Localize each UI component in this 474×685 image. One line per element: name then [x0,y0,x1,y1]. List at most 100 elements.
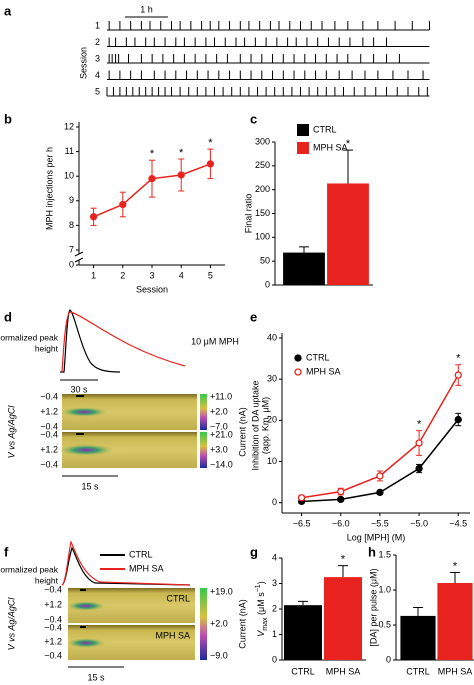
ylabel: V vs Ag/AgCl [6,405,16,459]
scale-label: 30 s [70,384,88,394]
x-tick-label: MPH SA [438,666,473,676]
bar [400,615,436,660]
legend-label: CTRL [306,352,330,362]
y-tick-label: 8 [69,220,74,230]
y-axis-label-part: −1 [255,584,262,592]
heatmap-name: MPH SA [155,630,190,640]
legend-label: CTRL [129,549,153,559]
scale-label: 1 h [140,4,153,14]
marker [337,495,345,504]
y-tick-label: 0 [272,654,277,664]
colorbar-label: +3.0 [210,444,228,454]
trace-mph [61,540,191,586]
trace-ylabel: Normalized peak [0,564,59,574]
scale-label: 15 s [87,672,105,682]
voltage-label: −0.4 [40,429,58,439]
y-axis-label-part: max [262,617,269,631]
voltage-label: −0.4 [44,584,62,594]
y-axis-label: Vmax (μM s−1) [255,581,269,636]
y-tick-label: 0 [265,279,270,289]
voltage-label: +1.2 [40,406,58,416]
y-tick-label: 12 [64,121,74,131]
voltage-label: −0.4 [44,614,62,624]
bar [437,583,473,660]
marker [454,415,462,424]
legend-label: CTRL [313,124,337,134]
x-tick-label: −6.5 [293,518,311,528]
stim-mark [76,395,84,397]
marker [297,494,306,502]
trace-ctrl [61,546,191,586]
axis-break [74,257,84,263]
marker [337,487,345,496]
y-tick-label: 1.5 [378,549,391,559]
y-axis-label-part: ) [256,581,266,584]
heatmap-blob [66,601,106,611]
voltage-label: −0.4 [44,650,62,660]
marker [376,488,384,497]
trace-mph [61,311,186,373]
y-tick-label: 4 [272,552,277,562]
marker [415,439,423,447]
heatmap-blob [60,407,108,417]
y-axis-label: MPH injections per h [44,147,54,230]
y-tick-label: 0.5 [378,619,391,629]
panel-letter: b [4,111,12,126]
trace-annotation: 10 μM MPH [191,336,239,346]
y-tick-label: 30 [267,374,277,384]
heatmap-blob [66,638,106,648]
voltage-label: +1.2 [40,444,58,454]
heatmap: −0.4 +1.2 −0.4 +11.0 +2.0 −7.0 [40,391,232,431]
y-tick-label: 10 [64,171,74,181]
significance: * [346,138,351,150]
y-axis-label: (app. Km, μM) [260,397,270,454]
colorbar-label: −9.0 [210,650,228,660]
marker [148,175,156,183]
significance: * [417,419,422,431]
legend-label: MPH SA [306,366,341,376]
significance: * [456,353,461,365]
y-tick-label: 1.0 [378,584,391,594]
session-label: 1 [95,20,100,30]
marker [119,200,127,209]
significance: * [208,137,213,149]
panel-letter: c [250,111,257,126]
stim-mark [76,433,84,435]
voltage-label: +1.2 [44,599,62,609]
legend-swatch [297,124,309,136]
stim-mark [80,626,86,628]
y-axis-label-part: (μM s [256,592,266,618]
voltage-label: +1.2 [44,636,62,646]
y-axis-label: Final ratio [243,194,253,234]
marker [454,371,462,379]
y-axis-label: Session [78,47,88,79]
panel-letter: e [250,309,257,324]
marker [376,472,384,480]
x-axis-label: Log [MPH] (M) [347,532,406,542]
colorbar-label: +2.0 [210,618,228,628]
legend-swatch [297,142,309,154]
colorbar-label: −14.0 [210,459,233,469]
x-tick-label: 4 [179,270,184,280]
x-tick-label: CTRL [291,666,315,676]
y-axis-label-part: V [256,630,266,637]
legend-label: MPH SA [129,563,164,573]
voltage-label: −0.4 [40,421,58,431]
colorbar [200,588,207,660]
scale-label: 15 s [81,481,99,491]
panel-letter: d [4,309,12,324]
significance: * [150,148,155,160]
y-axis-label: Inhibition of DA uptake [250,380,260,470]
colorbar-label: +2.0 [210,406,228,416]
heatmap-name: CTRL [166,593,190,603]
y-tick-label: 1 [272,629,277,639]
bar [324,577,362,660]
panel-f: Normalized peak height CTRL MPH SA CTRL … [0,540,247,682]
y-tick-label: 40 [267,332,277,342]
colorbar-title: Current (nA) [237,599,247,649]
bar [284,605,322,660]
y-tick-label: 150 [255,208,270,218]
y-tick-label: 250 [255,160,270,170]
heatmap: −0.4 +1.2 −0.4 +21.0 +3.0 −14.0 [40,429,233,469]
